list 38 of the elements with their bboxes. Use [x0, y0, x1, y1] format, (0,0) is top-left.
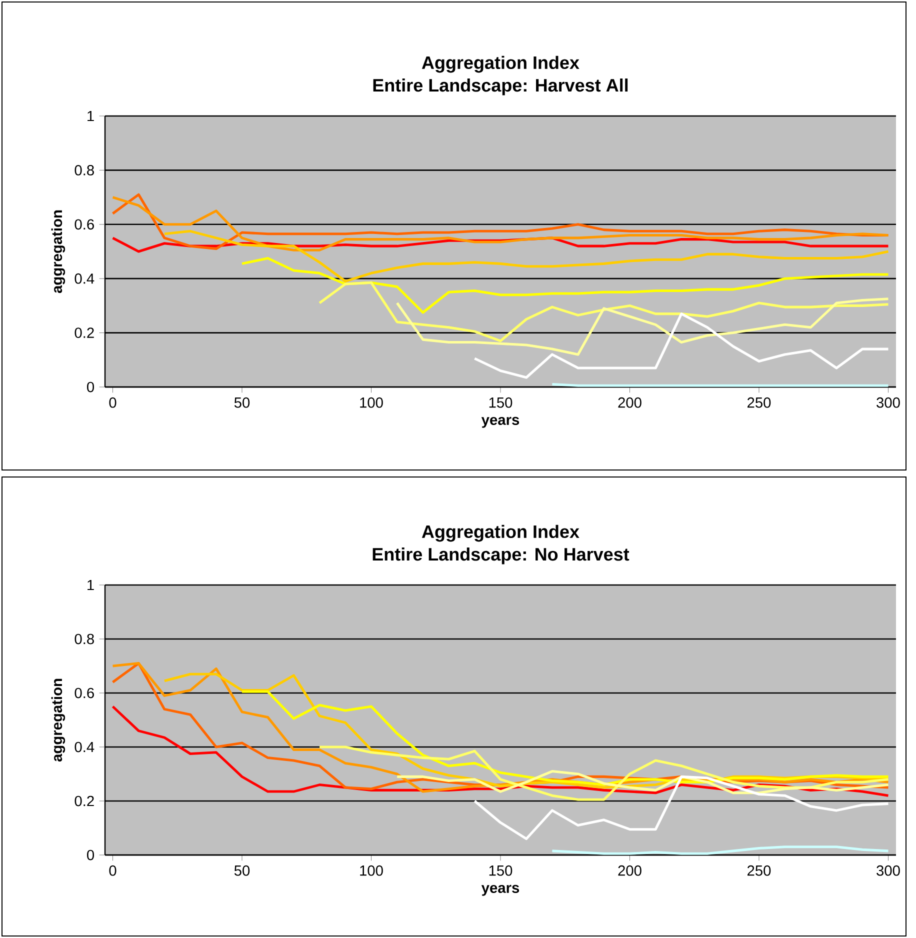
x-tick-label: 50	[234, 397, 250, 408]
x-axis-title: years	[481, 416, 520, 428]
line-series	[396, 770, 890, 794]
y-tick-label: 0.8	[74, 634, 94, 644]
x-tick-label: 100	[360, 397, 383, 408]
x-tick-label: 150	[489, 865, 512, 876]
x-tick-label: 300	[876, 865, 900, 876]
y-tick-label: 1	[88, 110, 94, 122]
chart-title: Aggregation Index	[422, 56, 580, 73]
y-tick-label: 0	[87, 382, 94, 392]
y-tick-label: 0.6	[74, 219, 94, 230]
y-tick-label: 0.2	[74, 328, 94, 338]
chart-title: Aggregation Index	[422, 524, 580, 542]
y-tick-label: 0.2	[74, 796, 94, 806]
line-series	[240, 257, 890, 314]
x-tick-label: 200	[618, 397, 642, 408]
x-tick-label: 100	[360, 865, 383, 876]
line-series	[240, 690, 890, 786]
x-tick-label: 0	[109, 865, 116, 876]
y-tick-label: 0	[87, 850, 94, 860]
x-tick-label: 250	[747, 865, 771, 876]
chart-subtitle: Entire Landscape: No Harvest	[372, 548, 630, 564]
y-tick-label: 0.4	[74, 273, 94, 284]
x-tick-label: 300	[876, 397, 900, 408]
x-tick-label: 150	[489, 397, 512, 408]
x-tick-label: 250	[747, 397, 771, 408]
chart-subtitle: Entire Landscape: Harvest All	[373, 78, 628, 96]
y-tick-label: 0.4	[74, 742, 94, 752]
y-tick-label: 1	[88, 580, 94, 590]
y-tick-label: 0.6	[74, 688, 94, 698]
x-tick-label: 0	[109, 397, 116, 408]
y-axis-title: aggregation	[51, 678, 66, 762]
line-series	[473, 775, 890, 840]
x-tick-label: 200	[618, 865, 642, 876]
y-tick-label: 0.8	[74, 165, 94, 176]
x-tick-label: 50	[234, 865, 250, 876]
x-axis-title: years	[481, 884, 520, 896]
y-axis-title: aggregation	[51, 210, 66, 294]
